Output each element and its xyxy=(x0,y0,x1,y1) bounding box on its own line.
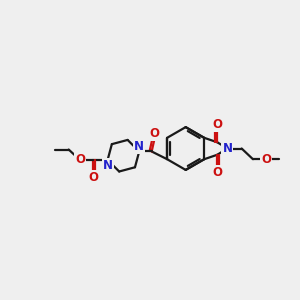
Text: O: O xyxy=(75,153,85,167)
Text: N: N xyxy=(134,140,144,153)
Text: O: O xyxy=(88,171,98,184)
Text: O: O xyxy=(212,118,222,131)
Text: O: O xyxy=(150,127,160,140)
Text: N: N xyxy=(222,142,233,155)
Text: O: O xyxy=(261,153,271,166)
Text: N: N xyxy=(103,158,112,172)
Text: N: N xyxy=(134,140,144,153)
Text: O: O xyxy=(212,166,222,179)
